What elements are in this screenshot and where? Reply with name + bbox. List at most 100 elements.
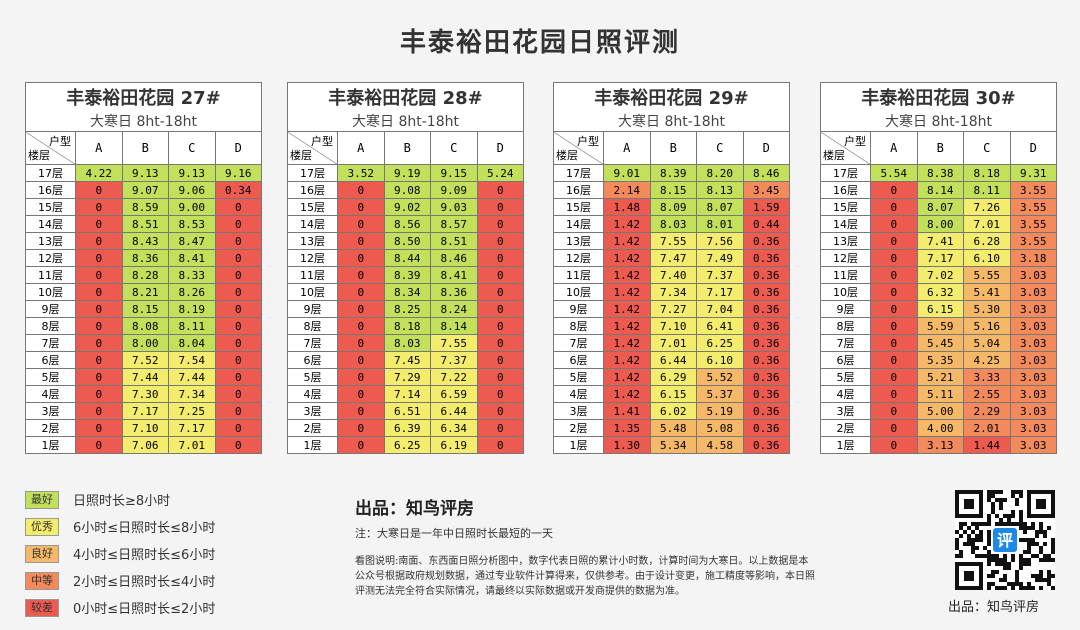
cell: 1.42 xyxy=(603,232,651,250)
cell: 8.51 xyxy=(121,215,169,233)
cell: 0 xyxy=(870,351,918,369)
cell: 9.16 xyxy=(214,164,263,182)
table-title: 丰泰裕田花园 28# xyxy=(286,82,525,111)
floor-row: 5层 1.42 6.29 5.52 0.36 xyxy=(553,368,791,386)
table-title: 丰泰裕田花园 27# xyxy=(24,82,263,111)
floor-label: 4层 xyxy=(287,385,338,403)
floor-label: 17层 xyxy=(820,164,871,182)
floor-row: 16层 2.14 8.15 8.13 3.45 xyxy=(553,181,791,199)
floor-label: 5层 xyxy=(287,368,338,386)
cell: 0 xyxy=(337,351,385,369)
cell: 6.34 xyxy=(430,419,478,437)
cell: 8.00 xyxy=(916,215,964,233)
cell: 8.57 xyxy=(430,215,478,233)
floor-label: 12层 xyxy=(820,249,871,267)
cell: 0.36 xyxy=(742,368,791,386)
cell: 8.03 xyxy=(649,215,697,233)
floor-label: 4层 xyxy=(820,385,871,403)
cell: 5.30 xyxy=(963,300,1011,318)
legend-tag: 较差 xyxy=(25,598,59,617)
cell: 7.10 xyxy=(121,419,169,437)
cell: 0.44 xyxy=(742,215,791,233)
floor-row: 4层 0 5.11 2.55 3.03 xyxy=(820,385,1058,403)
cell: 0 xyxy=(214,232,263,250)
title-row: 丰泰裕田花园 27# xyxy=(24,82,263,111)
cell: 0 xyxy=(337,198,385,216)
floor-label: 1层 xyxy=(553,436,604,454)
floor-label: 11层 xyxy=(287,266,338,284)
cell: 0.34 xyxy=(214,181,263,199)
cell: 7.45 xyxy=(383,351,431,369)
floor-row: 15层 0 8.59 9.00 0 xyxy=(25,198,263,216)
corner-top: 户型 xyxy=(311,135,333,148)
page-title: 丰泰裕田花园日照评测 xyxy=(399,28,680,58)
cell: 7.17 xyxy=(168,419,216,437)
cell: 9.19 xyxy=(383,164,431,182)
floor-label: 3层 xyxy=(553,402,604,420)
floor-row: 9层 1.42 7.27 7.04 0.36 xyxy=(553,300,791,318)
cell: 8.11 xyxy=(963,181,1011,199)
floor-label: 12层 xyxy=(553,249,604,267)
cell: 1.42 xyxy=(603,334,651,352)
cell: 8.38 xyxy=(916,164,964,182)
floor-label: 7层 xyxy=(287,334,338,352)
floor-row: 1层 1.30 5.34 4.58 0.36 xyxy=(553,436,791,454)
cell: 8.25 xyxy=(383,300,431,318)
floor-row: 3层 0 5.00 2.29 3.03 xyxy=(820,402,1058,420)
floor-label: 8层 xyxy=(553,317,604,335)
cell: 6.10 xyxy=(963,249,1011,267)
floor-label: 1层 xyxy=(25,436,76,454)
column-header: D xyxy=(476,131,525,165)
corner-top: 户型 xyxy=(49,135,71,148)
cell: 8.51 xyxy=(430,232,478,250)
cell: 3.55 xyxy=(1009,198,1058,216)
column-header: A xyxy=(870,131,918,165)
table-subtitle: 大寒日 8ht-18ht xyxy=(552,111,791,132)
legend-text: 2小时≤日照时长≤4小时 xyxy=(73,575,216,590)
cell: 9.15 xyxy=(430,164,478,182)
cell: 9.13 xyxy=(168,164,216,182)
floor-row: 11层 1.42 7.40 7.37 0.36 xyxy=(553,266,791,284)
cell: 7.10 xyxy=(649,317,697,335)
cell: 0 xyxy=(476,351,525,369)
floor-label: 15层 xyxy=(25,198,76,216)
floor-label: 8层 xyxy=(820,317,871,335)
floor-row: 9层 0 8.15 8.19 0 xyxy=(25,300,263,318)
cell: 0.36 xyxy=(742,283,791,301)
corner: 户型 楼层 xyxy=(820,131,871,165)
cell: 2.14 xyxy=(603,181,651,199)
cell: 0 xyxy=(337,300,385,318)
cell: 5.19 xyxy=(696,402,744,420)
cell: 0 xyxy=(337,283,385,301)
cell: 0 xyxy=(75,198,123,216)
cell: 0 xyxy=(214,300,263,318)
cell: 0 xyxy=(337,249,385,267)
floor-row: 4层 1.42 6.15 5.37 0.36 xyxy=(553,385,791,403)
cell: 9.13 xyxy=(121,164,169,182)
cell: 4.25 xyxy=(963,351,1011,369)
cell: 0 xyxy=(476,436,525,454)
cell: 6.59 xyxy=(430,385,478,403)
floor-label: 1层 xyxy=(287,436,338,454)
cell: 1.42 xyxy=(603,385,651,403)
cell: 0 xyxy=(476,402,525,420)
legend-item: 良好 4小时≤日照时长≤6小时 xyxy=(25,540,215,567)
floor-label: 3层 xyxy=(287,402,338,420)
floor-label: 2层 xyxy=(820,419,871,437)
cell: 1.42 xyxy=(603,266,651,284)
floor-label: 14层 xyxy=(25,215,76,233)
cell: 0 xyxy=(75,249,123,267)
cell: 5.45 xyxy=(916,334,964,352)
cell: 5.54 xyxy=(870,164,918,182)
cell: 0 xyxy=(870,198,918,216)
cell: 6.15 xyxy=(649,385,697,403)
floor-label: 10层 xyxy=(287,283,338,301)
cell: 0 xyxy=(476,385,525,403)
cell: 0 xyxy=(476,317,525,335)
cell: 3.03 xyxy=(1009,334,1058,352)
cell: 0.36 xyxy=(742,266,791,284)
floor-row: 6层 0 7.52 7.54 0 xyxy=(25,351,263,369)
floor-row: 12层 0 8.44 8.46 0 xyxy=(287,249,525,267)
subtitle-row: 大寒日 8ht-18ht xyxy=(24,111,263,132)
cell: 8.41 xyxy=(168,249,216,267)
